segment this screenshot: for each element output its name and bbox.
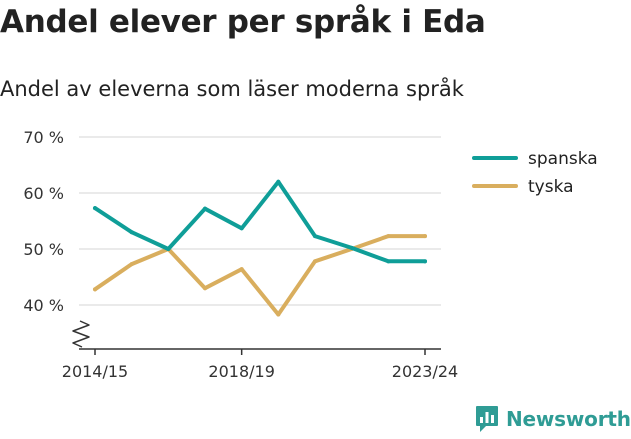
data-point-spanska <box>313 234 317 239</box>
brand-name: Newsworthy <box>506 407 631 431</box>
bar-chart-speech-bubble-icon <box>476 406 498 432</box>
series-line-spanska <box>93 179 427 264</box>
data-point-spanska <box>203 206 207 211</box>
data-point-spanska <box>349 245 354 250</box>
chart-subtitle: Andel av eleverna som läser moderna språ… <box>0 77 464 101</box>
data-point-tyska <box>386 234 391 239</box>
y-tick-label: 50 % <box>23 240 64 259</box>
x-tick-label: 2023/24 <box>392 362 458 381</box>
data-point-tyska <box>129 262 134 267</box>
legend-label-tyska: tyska <box>528 177 574 197</box>
data-point-spanska <box>93 206 97 211</box>
legend: spanska tyska <box>472 149 598 197</box>
y-tick-label: 60 % <box>23 184 64 203</box>
data-point-spanska <box>166 247 171 251</box>
data-point-tyska <box>93 287 97 292</box>
x-axis-labels: 2014/15 2018/19 2023/24 <box>62 362 458 381</box>
y-tick-label: 40 % <box>23 296 64 315</box>
gridlines <box>79 136 441 306</box>
data-point-spanska <box>386 259 391 264</box>
series-line-tyska <box>93 234 427 317</box>
data-point-spanska <box>239 226 244 231</box>
chart-title: Andel elever per språk i Eda <box>0 4 486 40</box>
x-tick-label: 2018/19 <box>208 362 274 381</box>
legend-label-spanska: spanska <box>528 149 598 169</box>
x-tick-label: 2014/15 <box>62 362 128 381</box>
legend-item-tyska: tyska <box>472 177 574 197</box>
legend-item-spanska: spanska <box>472 149 598 169</box>
y-axis-break-icon <box>72 320 90 348</box>
brand-logo[interactable]: Newsworthy <box>475 405 631 433</box>
data-point-tyska <box>313 259 317 264</box>
data-point-tyska <box>276 312 281 317</box>
data-point-tyska <box>203 286 207 291</box>
y-axis-labels: 40 % 50 % 60 % 70 % <box>23 128 64 315</box>
series-lines <box>93 179 427 317</box>
data-point-spanska <box>276 179 281 184</box>
data-point-tyska <box>423 234 427 239</box>
x-axis <box>72 320 441 355</box>
y-tick-label: 70 % <box>23 128 64 147</box>
data-point-tyska <box>239 267 244 272</box>
data-point-spanska <box>129 230 134 235</box>
data-point-spanska <box>423 259 427 264</box>
